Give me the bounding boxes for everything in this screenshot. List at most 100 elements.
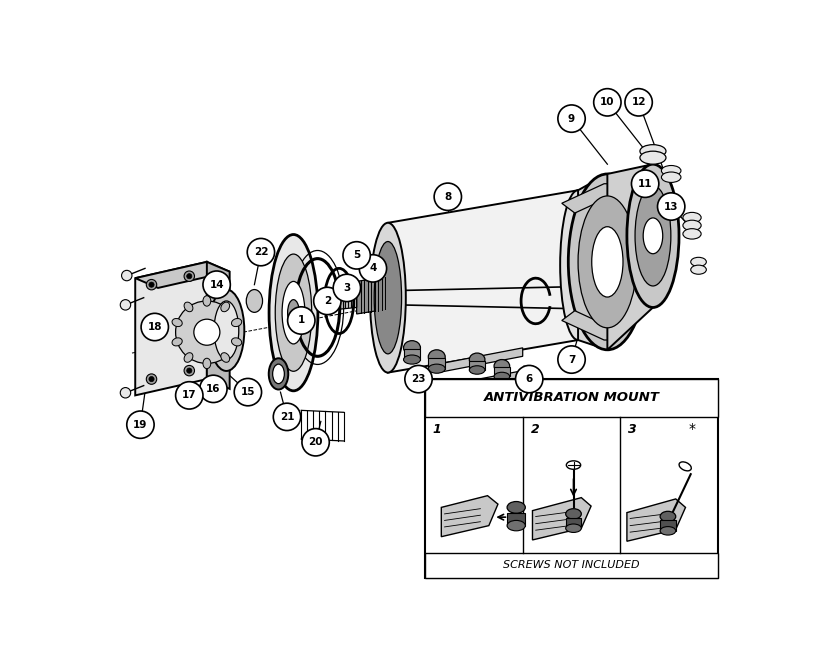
Circle shape: [187, 273, 192, 279]
Bar: [425, 553, 718, 577]
Ellipse shape: [282, 281, 305, 344]
Text: 20: 20: [308, 438, 323, 447]
Circle shape: [147, 279, 157, 290]
Text: 7: 7: [568, 354, 575, 364]
Ellipse shape: [494, 360, 510, 373]
Ellipse shape: [683, 229, 701, 239]
Bar: [425, 379, 718, 417]
Ellipse shape: [560, 190, 596, 340]
Text: 18: 18: [147, 322, 162, 332]
Ellipse shape: [679, 462, 691, 471]
Ellipse shape: [428, 364, 445, 373]
Text: 15: 15: [241, 387, 255, 397]
Text: 1: 1: [297, 315, 305, 326]
Polygon shape: [607, 164, 653, 350]
Circle shape: [558, 346, 585, 373]
Polygon shape: [532, 498, 591, 540]
Circle shape: [149, 377, 154, 382]
Ellipse shape: [592, 227, 623, 297]
Ellipse shape: [660, 526, 676, 535]
Text: 21: 21: [279, 412, 294, 422]
Text: *: *: [689, 422, 695, 436]
Polygon shape: [337, 286, 357, 309]
Text: 1: 1: [433, 423, 442, 436]
Text: 8: 8: [444, 192, 452, 201]
Circle shape: [631, 170, 659, 198]
Polygon shape: [470, 361, 485, 370]
Text: 13: 13: [664, 201, 678, 211]
Ellipse shape: [172, 338, 182, 346]
Circle shape: [625, 89, 653, 116]
Ellipse shape: [203, 358, 211, 369]
Text: SCREWS NOT INCLUDED: SCREWS NOT INCLUDED: [503, 560, 640, 570]
Circle shape: [141, 313, 168, 341]
Polygon shape: [562, 184, 617, 213]
Circle shape: [288, 307, 315, 334]
Circle shape: [558, 105, 585, 132]
Circle shape: [405, 366, 432, 393]
Text: 5: 5: [353, 250, 360, 260]
Text: 11: 11: [638, 179, 653, 189]
Polygon shape: [566, 518, 581, 528]
Ellipse shape: [404, 341, 420, 355]
Ellipse shape: [635, 186, 671, 286]
Ellipse shape: [662, 165, 681, 176]
Circle shape: [199, 375, 227, 403]
Ellipse shape: [370, 223, 405, 373]
Polygon shape: [428, 358, 445, 369]
Circle shape: [359, 254, 386, 282]
Circle shape: [120, 388, 131, 398]
Circle shape: [122, 270, 132, 281]
Ellipse shape: [273, 364, 284, 384]
Ellipse shape: [184, 353, 193, 362]
Polygon shape: [438, 371, 522, 396]
Ellipse shape: [494, 372, 510, 381]
Ellipse shape: [269, 235, 318, 391]
Polygon shape: [438, 348, 522, 373]
Polygon shape: [660, 521, 676, 531]
Polygon shape: [135, 262, 207, 396]
Ellipse shape: [569, 174, 647, 350]
Ellipse shape: [662, 172, 681, 182]
Ellipse shape: [184, 302, 193, 312]
Text: 16: 16: [206, 384, 221, 394]
Ellipse shape: [428, 350, 445, 364]
Circle shape: [314, 287, 341, 315]
Text: 17: 17: [182, 390, 197, 400]
Circle shape: [593, 89, 621, 116]
Ellipse shape: [640, 151, 666, 164]
Polygon shape: [562, 311, 617, 340]
Ellipse shape: [374, 241, 401, 354]
Text: 14: 14: [209, 280, 224, 290]
Ellipse shape: [683, 213, 701, 223]
Circle shape: [274, 404, 301, 430]
Polygon shape: [578, 174, 607, 350]
Ellipse shape: [691, 265, 706, 274]
Polygon shape: [442, 496, 498, 537]
Polygon shape: [494, 368, 510, 377]
Ellipse shape: [683, 220, 701, 231]
Polygon shape: [507, 513, 526, 526]
Text: 6: 6: [526, 374, 533, 384]
Bar: [425, 379, 718, 577]
Ellipse shape: [507, 502, 526, 513]
Ellipse shape: [232, 338, 241, 346]
Circle shape: [234, 379, 261, 405]
Text: 23: 23: [411, 374, 426, 384]
Ellipse shape: [566, 461, 581, 470]
Ellipse shape: [507, 521, 526, 531]
Polygon shape: [388, 190, 578, 373]
Circle shape: [333, 274, 361, 301]
Circle shape: [176, 301, 238, 364]
Text: 10: 10: [600, 97, 615, 107]
Text: 2: 2: [531, 423, 539, 436]
Circle shape: [187, 368, 192, 373]
Polygon shape: [627, 499, 686, 542]
Polygon shape: [135, 262, 230, 288]
Text: ANTIVIBRATION MOUNT: ANTIVIBRATION MOUNT: [484, 392, 659, 404]
Circle shape: [658, 193, 685, 220]
Text: 3: 3: [628, 423, 637, 436]
Ellipse shape: [288, 300, 299, 326]
Circle shape: [149, 282, 154, 287]
Circle shape: [194, 319, 220, 345]
